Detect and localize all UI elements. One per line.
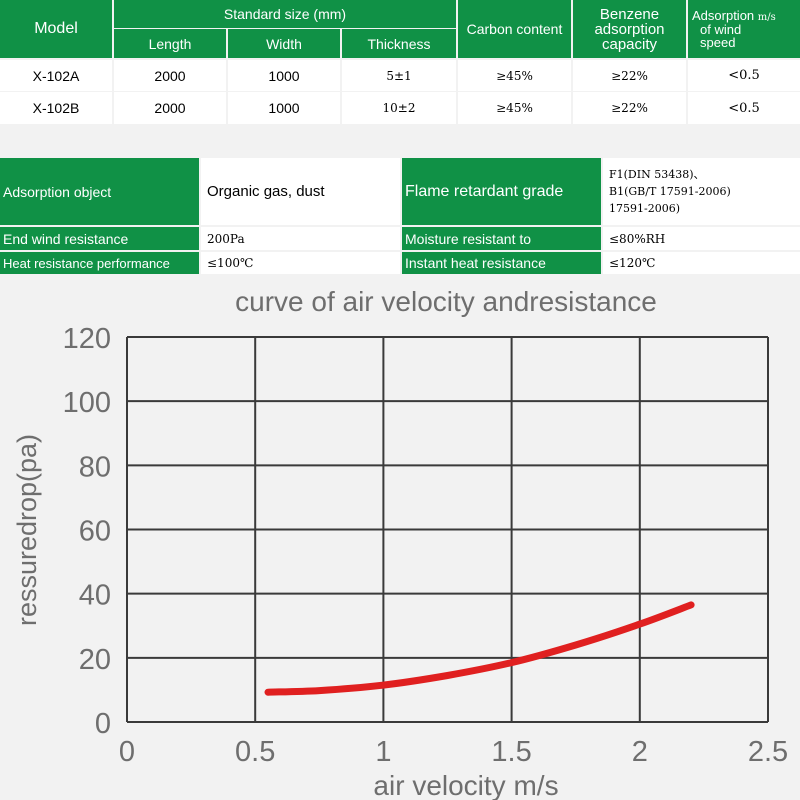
chart-grid (126, 336, 769, 723)
row2-thickness: 10±2 (342, 92, 456, 124)
header-benzene-line2: adsorption (594, 20, 665, 38)
row1-width: 1000 (228, 60, 340, 91)
y-tick-label-4: 80 (79, 451, 111, 483)
y-tick-label-5: 100 (63, 387, 111, 419)
header-benzene-capacity: Benzene adsorption capacity (573, 0, 686, 58)
y-axis-label: ressuredrop(pa) (12, 434, 42, 626)
row2-carbon: ≥45% (458, 92, 571, 124)
row1-speed: <0.5 (688, 60, 800, 91)
heat-resistance-label: Heat resistance performance (0, 252, 199, 274)
header-adsorption-speed: Adsorption m/s of wind speed (688, 0, 800, 58)
chart-title: curve of air velocity andresistance (235, 286, 657, 317)
row2-model: X-102B (0, 92, 112, 124)
header-width: Width (228, 29, 340, 58)
row1-carbon: ≥45% (458, 60, 571, 91)
x-tick-label-0: 0 (119, 736, 135, 768)
x-axis-label: air velocity m/s (373, 770, 558, 800)
moisture-label: Moisture resistant to (402, 227, 601, 250)
row1-length: 2000 (114, 60, 226, 91)
y-axis-ticks: 0 20 40 60 80 100 120 (63, 323, 111, 740)
header-speed-line3: speed (700, 35, 736, 50)
adsorption-object-value: Organic gas, dust (201, 158, 400, 225)
flame-value-line1: F1(DIN 53438)、 (609, 167, 705, 181)
row1-thickness: 5±1 (342, 60, 456, 91)
y-tick-label-3: 60 (79, 516, 111, 548)
end-wind-label: End wind resistance (0, 227, 199, 250)
row2-speed: <0.5 (688, 92, 800, 124)
header-model: Model (0, 0, 112, 58)
header-carbon-content: Carbon content (458, 0, 571, 58)
row1-benzene: ≥22% (573, 60, 686, 91)
y-tick-label-0: 0 (95, 708, 111, 740)
x-axis-ticks: 0 0.5 1 1.5 2 2.5 (119, 736, 788, 768)
row1-model: X-102A (0, 60, 112, 91)
adsorption-object-label: Adsorption object (0, 158, 199, 225)
header-benzene-line1: Benzene (599, 5, 660, 23)
flame-retardant-label: Flame retardant grade (402, 158, 601, 225)
row2-benzene: ≥22% (573, 92, 686, 124)
header-benzene-line3: capacity (601, 35, 658, 53)
flame-value-line2: B1(GB/T 17591-2006) (609, 184, 731, 198)
y-tick-label-6: 120 (63, 323, 111, 355)
velocity-resistance-chart: curve of air velocity andresistance 0204… (12, 286, 788, 800)
header-length: Length (114, 29, 226, 58)
moisture-value: ≤80%RH (603, 227, 800, 250)
header-speed-line1: Adsorption m/s (692, 9, 776, 23)
flame-retardant-value: F1(DIN 53438)、 B1(GB/T 17591-2006) 17591… (603, 158, 800, 225)
x-tick-label-3: 1.5 (491, 736, 531, 768)
heat-resistance-value: ≤100℃ (201, 252, 400, 274)
header-speed-line1-text: Adsorption (692, 8, 755, 23)
row2-width: 1000 (228, 92, 340, 124)
end-wind-value: 200Pa (201, 227, 400, 250)
row2-length: 2000 (114, 92, 226, 124)
header-speed-line2: of wind (700, 22, 742, 37)
x-tick-label-2: 1 (375, 736, 391, 768)
x-tick-label-1: 0.5 (235, 736, 275, 768)
resistance-curve (264, 601, 695, 696)
header-speed-unit: m/s (757, 12, 776, 23)
x-tick-label-5: 2.5 (748, 736, 788, 768)
header-standard-size: Standard size (mm) (114, 0, 456, 28)
flame-value-line3: 17591-2006) (609, 202, 680, 216)
header-thickness: Thickness (342, 29, 456, 58)
instant-heat-value: ≤120℃ (603, 252, 800, 274)
x-tick-label-4: 2 (632, 736, 648, 768)
y-tick-label-1: 20 (79, 644, 111, 676)
y-tick-label-2: 40 (79, 580, 111, 612)
instant-heat-label: Instant heat resistance (402, 252, 601, 274)
